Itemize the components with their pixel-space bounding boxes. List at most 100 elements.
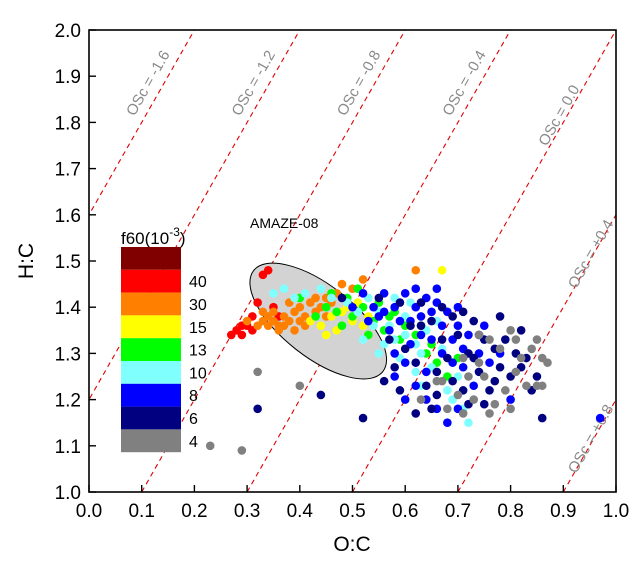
x-tick-label: 0.9: [550, 501, 576, 522]
x-tick-label: 0.4: [287, 501, 314, 522]
data-point: [427, 307, 436, 317]
data-point: [358, 335, 368, 344]
data-point: [332, 307, 341, 317]
data-point: [253, 367, 262, 377]
osc-label: OSc = -1.2: [228, 48, 278, 119]
x-tick-label: 0.1: [128, 501, 154, 522]
osc-label: OSc = -0.4: [439, 48, 489, 119]
data-point: [443, 418, 452, 428]
x-tick-label: 0.5: [339, 501, 365, 522]
legend-swatch: [121, 292, 181, 316]
data-point: [437, 335, 447, 344]
data-point: [532, 335, 542, 344]
data-point: [495, 344, 505, 354]
data-point: [416, 349, 426, 358]
data-point: [327, 293, 336, 303]
data-point: [511, 335, 521, 344]
legend-label: 15: [189, 320, 207, 337]
data-point: [385, 326, 394, 335]
data-point: [495, 362, 505, 372]
data-point: [458, 362, 468, 372]
data-point: [416, 395, 426, 404]
osc-line: [89, 30, 195, 216]
data-point: [290, 293, 299, 303]
data-point: [537, 413, 547, 423]
osc-label: OSc = +0.4: [565, 217, 617, 291]
data-points: [205, 265, 605, 455]
data-point: [595, 413, 605, 423]
data-point: [527, 344, 536, 354]
data-point: [395, 316, 405, 326]
x-axis: 0.0 0.1 0.2 0.3 0.4 0.5 0.6 0.7 0.8 0.9 1.0: [76, 485, 629, 522]
data-point: [411, 409, 421, 418]
data-point: [316, 284, 326, 294]
osc-label: OSc = +0.8: [565, 402, 617, 476]
data-point: [411, 358, 421, 367]
data-point: [237, 446, 247, 455]
x-tick-label: 0.0: [76, 501, 102, 522]
data-point: [453, 330, 463, 340]
data-point: [358, 275, 368, 284]
data-point: [385, 335, 394, 344]
data-point: [416, 298, 426, 307]
data-point: [453, 321, 463, 330]
data-point: [479, 321, 489, 330]
data-point: [469, 395, 479, 404]
data-point: [458, 307, 468, 317]
legend-swatch: [121, 383, 181, 407]
data-point: [543, 358, 552, 367]
data-point: [358, 413, 368, 423]
data-point: [253, 404, 262, 414]
data-point: [485, 358, 494, 367]
data-point: [295, 316, 305, 326]
y-tick-label: 1.3: [55, 344, 81, 365]
data-point: [411, 284, 421, 294]
data-point: [321, 302, 331, 312]
data-point: [501, 386, 510, 395]
data-point: [427, 335, 436, 344]
data-point: [485, 386, 494, 395]
data-point: [274, 326, 284, 335]
data-point: [469, 381, 479, 391]
amaze-08-ellipse: [249, 262, 388, 380]
data-point: [448, 312, 457, 321]
data-point: [474, 330, 484, 340]
data-point: [427, 316, 436, 326]
data-point: [448, 376, 457, 386]
data-point: [269, 307, 278, 317]
data-point: [516, 353, 526, 363]
data-point: [411, 367, 421, 377]
osc-label: OSc = -0.8: [334, 48, 384, 119]
data-point: [416, 321, 426, 330]
data-point: [516, 326, 526, 335]
y-tick-label: 1.6: [55, 206, 81, 227]
data-point: [390, 362, 399, 372]
legend-label: 8: [189, 388, 198, 405]
data-point: [464, 372, 473, 381]
data-point: [443, 353, 452, 363]
y-tick-label: 1.4: [55, 298, 82, 319]
data-point: [490, 399, 500, 409]
y-axis-title: H:C: [15, 243, 38, 279]
data-point: [369, 302, 378, 312]
data-point: [437, 321, 447, 330]
legend-label: 30: [189, 297, 207, 314]
data-point: [537, 381, 547, 391]
data-point: [316, 390, 326, 400]
y-tick-label: 2.0: [55, 21, 81, 42]
data-point: [506, 326, 515, 335]
data-point: [406, 321, 415, 330]
y-tick-label: 1.2: [55, 391, 81, 412]
amaze-ellipse-layer: [249, 262, 388, 380]
osc-line: [352, 30, 616, 492]
data-point: [464, 418, 473, 428]
data-point: [242, 316, 252, 326]
data-point: [321, 330, 331, 340]
data-point: [495, 312, 505, 321]
data-point: [295, 381, 305, 391]
data-point: [506, 404, 515, 414]
data-point: [443, 404, 452, 414]
data-point: [464, 330, 473, 340]
data-point: [532, 372, 542, 381]
legend-swatch: [121, 338, 181, 361]
